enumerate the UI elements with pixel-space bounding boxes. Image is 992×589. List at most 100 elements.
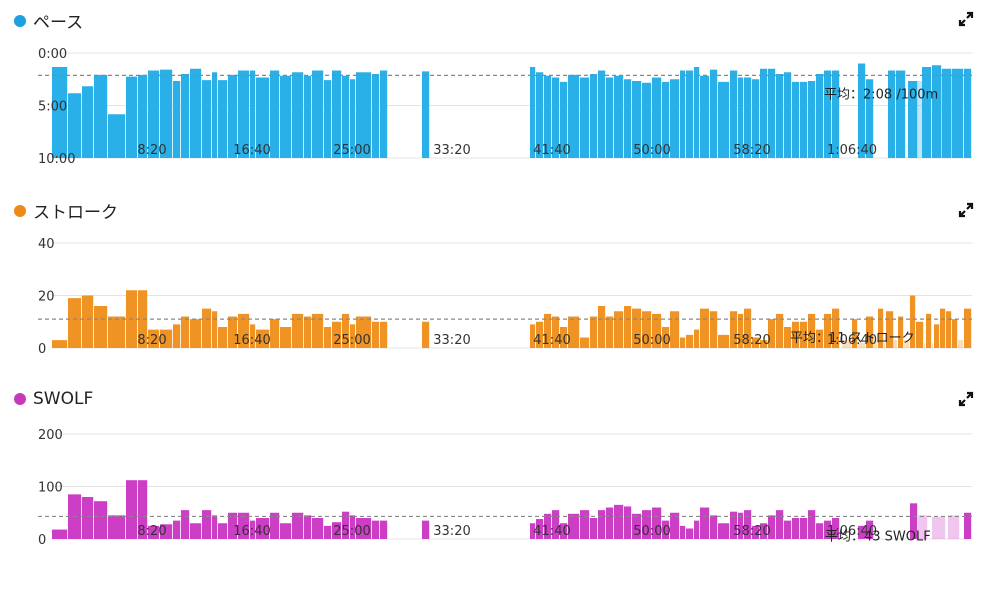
- bar: [356, 518, 372, 539]
- x-tick-label: 33:20: [433, 143, 470, 158]
- bar: [190, 523, 202, 539]
- bar: [606, 507, 614, 539]
- bar: [372, 321, 380, 348]
- bar: [590, 518, 598, 539]
- bar: [958, 340, 964, 348]
- bar: [816, 329, 824, 348]
- bar: [148, 525, 160, 539]
- bar: [304, 316, 312, 348]
- x-tick-label: 25:00: [333, 524, 370, 539]
- average-label: 平均：11 ストローク: [790, 331, 915, 346]
- bar: [250, 520, 256, 539]
- bar: [530, 67, 536, 158]
- bar: [380, 520, 388, 539]
- bar: [292, 72, 304, 158]
- bar: [730, 70, 738, 158]
- y-tick-label: 5:00: [38, 100, 67, 115]
- bar: [896, 70, 906, 158]
- bar: [934, 324, 940, 348]
- bar: [312, 313, 324, 348]
- bar: [858, 525, 866, 539]
- bar: [964, 308, 972, 348]
- pace-title: ペース: [14, 8, 83, 33]
- bar: [744, 308, 752, 348]
- bar: [218, 523, 228, 539]
- bar: [964, 68, 972, 158]
- bar: [606, 316, 614, 348]
- stroke-panel: ストローク 40 20 0 8:20 16:40 25:00 33:20 41:40 50:00…: [0, 190, 992, 370]
- pace-legend-dot: [14, 14, 26, 27]
- bar: [342, 313, 350, 348]
- bar: [808, 81, 816, 158]
- bar: [228, 74, 238, 158]
- x-tick-label: 1:06:40: [827, 333, 877, 348]
- bar: [68, 93, 82, 158]
- bar: [82, 86, 94, 158]
- bar: [94, 306, 108, 348]
- bar: [218, 80, 228, 158]
- bar: [916, 321, 924, 348]
- bar: [652, 313, 662, 348]
- bar: [94, 501, 108, 539]
- bar: [768, 319, 776, 348]
- bar: [908, 81, 918, 158]
- bar: [606, 77, 614, 158]
- bar: [312, 70, 324, 158]
- bar: [238, 512, 250, 539]
- bar: [160, 329, 173, 348]
- bar: [250, 324, 256, 348]
- x-tick-label: 8:20: [137, 333, 166, 348]
- bar: [544, 313, 552, 348]
- bar: [342, 75, 350, 158]
- swolf-chart: 200 100 0 8:20 16:40 25:00 33:20 41:40 50:00 58:2…: [38, 428, 972, 548]
- stroke-title: ストローク: [14, 198, 118, 223]
- y-tick-label: 0:00: [38, 47, 67, 62]
- bar: [866, 79, 874, 158]
- bar: [280, 75, 292, 158]
- x-tick-label: 8:20: [137, 143, 166, 158]
- bar: [632, 81, 642, 158]
- expand-icon[interactable]: [958, 11, 974, 27]
- bar: [580, 510, 590, 539]
- bar: [800, 81, 808, 158]
- bar: [642, 311, 652, 348]
- bar: [700, 507, 710, 539]
- bar: [270, 319, 280, 348]
- x-tick-label: 1:06:40: [827, 524, 877, 539]
- bar: [138, 290, 148, 348]
- bar: [530, 523, 536, 539]
- bar: [948, 515, 960, 539]
- bar: [372, 74, 380, 158]
- bar: [350, 324, 356, 348]
- bar: [744, 510, 752, 539]
- bar: [662, 81, 670, 158]
- bar: [710, 311, 718, 348]
- bar: [173, 324, 181, 348]
- bar: [866, 316, 874, 348]
- bar: [624, 306, 632, 348]
- bar: [256, 329, 270, 348]
- bar: [256, 518, 270, 539]
- bar: [324, 80, 332, 158]
- bar: [918, 515, 928, 539]
- bar: [304, 75, 312, 158]
- bar: [590, 316, 598, 348]
- bar: [422, 321, 430, 348]
- bar: [866, 520, 874, 539]
- bar: [816, 523, 824, 539]
- bar: [662, 327, 670, 348]
- bar: [910, 503, 918, 539]
- bar: [536, 72, 544, 158]
- bar: [598, 510, 606, 539]
- expand-icon[interactable]: [958, 391, 974, 407]
- bar: [670, 79, 680, 158]
- bar: [624, 79, 632, 158]
- bar: [680, 337, 686, 348]
- y-tick-label: 20: [38, 290, 55, 305]
- expand-icon[interactable]: [958, 202, 974, 218]
- bar: [108, 316, 126, 348]
- x-tick-label: 58:20: [733, 143, 770, 158]
- bar: [784, 520, 792, 539]
- bar: [730, 511, 738, 539]
- pace-chart: 0:00 5:00 10:00 8:20 16:40 25:00 33:20 41:40 50:…: [38, 47, 972, 167]
